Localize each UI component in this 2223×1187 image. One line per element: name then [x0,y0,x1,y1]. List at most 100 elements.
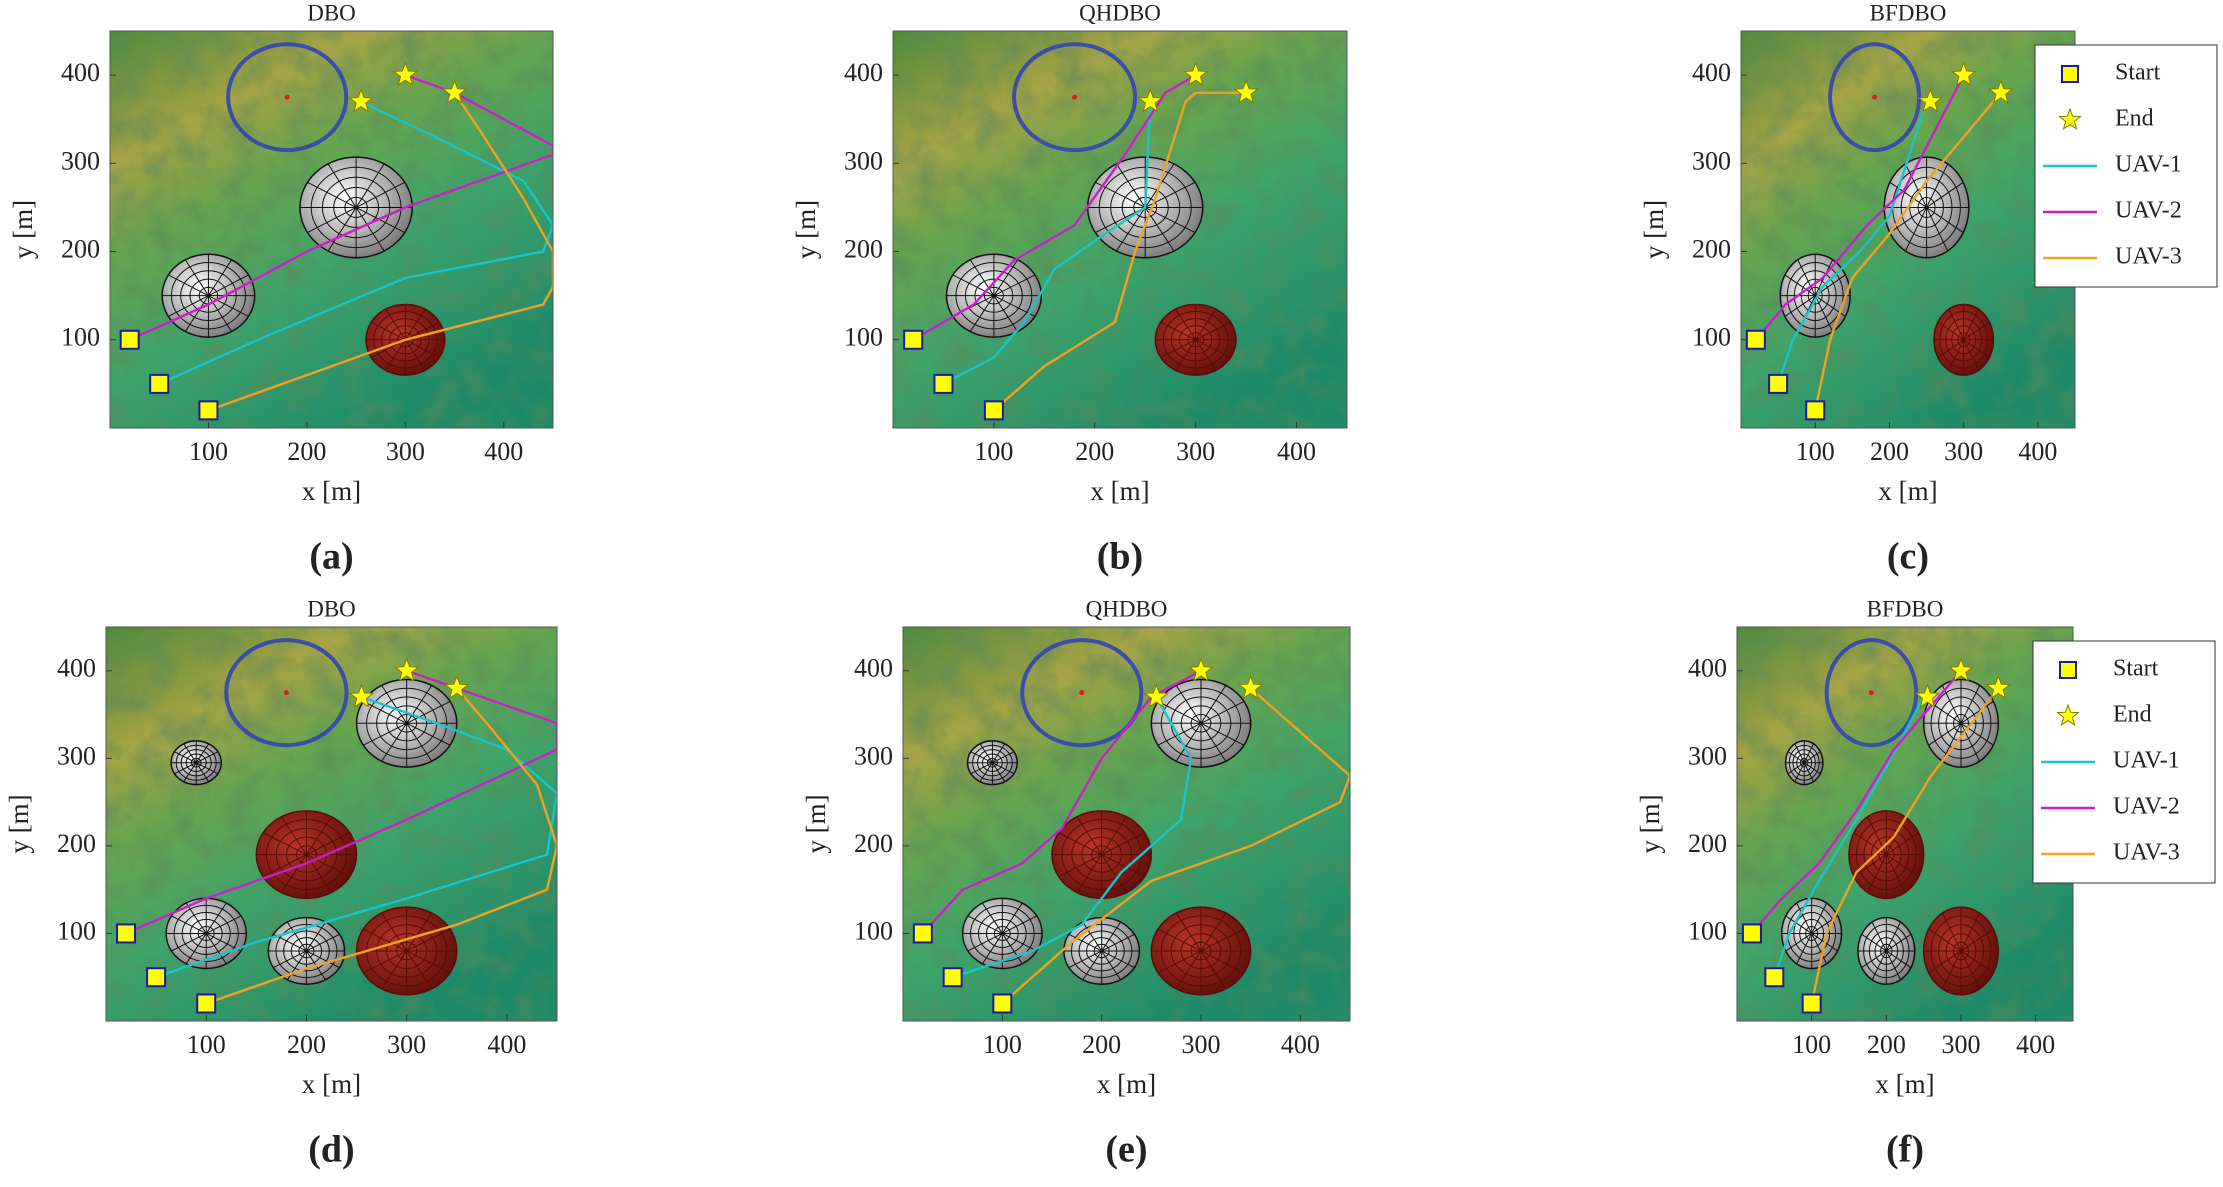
sphere-grid [1784,295,1816,317]
sphere-grid [1885,854,1906,893]
sphere-grid [1095,181,1146,208]
sphere-grid [1068,950,1102,969]
sphere-grid [1889,181,1927,208]
start-marker [149,373,170,394]
sphere-grid [405,339,440,358]
sphere-grid [174,762,197,775]
x-axis-label: x [m] [1875,1069,1934,1099]
uav-path [993,91,1247,412]
chart-title: DBO [307,0,356,25]
y-tick-label: 400 [854,654,893,683]
sphere-grid [1960,722,1994,746]
sphere-grid [1116,207,1146,252]
start-marker [196,993,217,1014]
sphere-grid [406,700,451,724]
sphere-grid [1960,723,1981,762]
sphere-grid [1002,915,1037,934]
sphere-grid [205,932,242,952]
sphere-grid [363,928,407,952]
sphere-grid [405,321,440,341]
end-marker [1914,683,1941,708]
threat-center [1072,94,1078,100]
sphere-grid [1963,321,1990,341]
plot-area [116,638,557,1014]
sphere-grid [185,902,207,934]
panel-caption: (d) [308,1129,354,1171]
end-marker [392,61,419,86]
x-axis-label: x [m] [1097,1069,1156,1099]
sphere-grid [1928,722,1962,746]
y-tick-label: 300 [61,146,100,175]
uav-path [207,92,553,412]
start-marker [983,400,1004,421]
sphere-grid [970,751,993,764]
obstacle [1857,916,1916,985]
sphere-grid [406,685,433,724]
sphere-grid [1871,950,1887,980]
x-tick-label: 300 [387,1030,426,1059]
y-tick-label: 200 [57,829,96,858]
sphere-grid [171,932,207,952]
sphere-grid [273,950,307,969]
y-tick-label: 400 [57,654,96,683]
sphere-grid [1963,339,1990,358]
x-tick-label: 300 [1182,1030,1221,1059]
legend-label: UAV-2 [2113,794,2180,820]
uav-path [942,101,1152,385]
x-tick-label: 100 [187,1030,226,1059]
sphere-grid [1963,308,1979,340]
sphere-grid [979,743,993,763]
obstacle [1154,303,1237,376]
sphere-grid [1076,854,1103,893]
sphere-grid [1803,743,1814,763]
sphere-grid [1941,950,1962,990]
obstacle [966,740,1018,786]
sphere-grid [1082,921,1103,952]
y-tick-label: 400 [1688,654,1727,683]
sphere-grid [1941,685,1962,724]
sphere-grid [1101,921,1121,952]
sphere-grid [1796,933,1813,964]
uav-path [1810,687,2000,1004]
y-tick-label: 300 [854,741,893,770]
uav-path [1750,670,1962,935]
sphere-grid [195,751,219,764]
x-tick-label: 100 [189,437,228,466]
obstacle [1012,42,1138,153]
start-marker [1768,373,1789,394]
sphere-grid [1175,723,1202,762]
panel-caption: (b) [1097,536,1143,578]
sphere-grid [306,832,351,856]
sphere-grid [1785,933,1812,952]
start-marker [198,400,219,421]
sphere-grid [406,722,451,746]
sphere-grid [183,743,197,763]
sphere-grid [1058,832,1102,856]
sphere-grid [1794,762,1805,782]
uav-path [125,669,557,935]
sphere-grid [1195,339,1217,371]
x-tick-label: 200 [1867,1030,1906,1059]
chart-title: BFDBO [1870,0,1947,25]
sphere-grid [982,933,1003,965]
x-tick-label: 300 [1176,437,1215,466]
sphere-grid [1101,854,1145,877]
sphere-grid [1960,928,1994,952]
sphere-grid [1200,928,1245,952]
sphere-grid [1926,207,1964,234]
sphere-grid [969,295,995,332]
obstacle [1848,810,1925,900]
start-marker [912,923,933,944]
sphere-grid [1101,816,1127,855]
y-tick-label: 300 [1688,741,1727,770]
end-marker [348,88,374,113]
y-tick-label: 200 [61,235,100,264]
sphere-grid [355,207,405,234]
chart-title: QHDBO [1086,596,1168,621]
obstacle [255,810,358,900]
obstacle [165,897,248,970]
sphere-grid [1160,339,1196,358]
legend-swatch [2059,661,2077,679]
x-tick-label: 300 [1944,437,1983,466]
sphere-grid [406,950,451,974]
